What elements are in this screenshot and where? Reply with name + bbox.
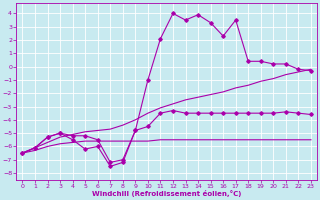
X-axis label: Windchill (Refroidissement éolien,°C): Windchill (Refroidissement éolien,°C) <box>92 190 241 197</box>
